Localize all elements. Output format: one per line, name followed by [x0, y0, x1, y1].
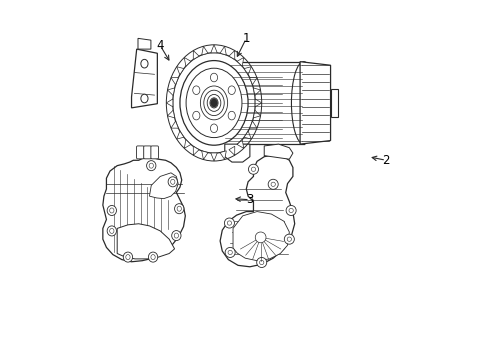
- Ellipse shape: [141, 94, 148, 103]
- Ellipse shape: [146, 161, 156, 171]
- Polygon shape: [255, 99, 261, 107]
- Ellipse shape: [107, 226, 116, 236]
- Ellipse shape: [148, 252, 158, 262]
- Polygon shape: [202, 46, 207, 55]
- Ellipse shape: [141, 59, 148, 68]
- Polygon shape: [300, 62, 330, 144]
- Polygon shape: [166, 99, 173, 107]
- Ellipse shape: [248, 164, 258, 174]
- Ellipse shape: [210, 124, 217, 132]
- Polygon shape: [220, 155, 294, 267]
- Polygon shape: [244, 131, 251, 139]
- Polygon shape: [244, 67, 251, 75]
- Polygon shape: [233, 212, 289, 261]
- Ellipse shape: [123, 252, 132, 262]
- Polygon shape: [237, 140, 243, 148]
- Ellipse shape: [224, 247, 235, 257]
- Polygon shape: [220, 46, 226, 55]
- Polygon shape: [138, 39, 151, 49]
- Polygon shape: [202, 151, 207, 159]
- Text: 4: 4: [156, 39, 163, 52]
- Polygon shape: [237, 58, 243, 66]
- Ellipse shape: [284, 234, 294, 244]
- Polygon shape: [102, 158, 185, 262]
- Ellipse shape: [291, 62, 315, 144]
- Polygon shape: [184, 58, 190, 66]
- Text: 2: 2: [382, 154, 389, 167]
- Ellipse shape: [256, 257, 266, 267]
- Polygon shape: [167, 88, 174, 96]
- Ellipse shape: [168, 177, 177, 187]
- Polygon shape: [228, 146, 234, 155]
- Ellipse shape: [192, 86, 200, 95]
- Polygon shape: [176, 131, 183, 139]
- Polygon shape: [176, 67, 183, 75]
- Ellipse shape: [228, 111, 235, 120]
- Polygon shape: [193, 146, 199, 155]
- Ellipse shape: [186, 68, 242, 138]
- Ellipse shape: [107, 206, 116, 216]
- Polygon shape: [224, 144, 249, 162]
- FancyBboxPatch shape: [136, 146, 144, 159]
- Ellipse shape: [172, 53, 255, 153]
- Ellipse shape: [267, 179, 278, 189]
- Polygon shape: [210, 153, 217, 161]
- Polygon shape: [330, 89, 337, 117]
- Text: 1: 1: [242, 32, 249, 45]
- Ellipse shape: [192, 111, 200, 120]
- Polygon shape: [167, 110, 174, 118]
- Polygon shape: [253, 88, 260, 96]
- Polygon shape: [210, 45, 217, 53]
- Polygon shape: [171, 121, 178, 128]
- Polygon shape: [149, 173, 178, 199]
- Polygon shape: [228, 50, 234, 59]
- Polygon shape: [171, 78, 178, 85]
- FancyBboxPatch shape: [143, 146, 151, 159]
- Text: 3: 3: [245, 193, 253, 206]
- Ellipse shape: [255, 232, 265, 243]
- Polygon shape: [264, 144, 292, 159]
- Polygon shape: [220, 151, 226, 159]
- FancyBboxPatch shape: [151, 146, 158, 159]
- Polygon shape: [249, 78, 257, 85]
- Ellipse shape: [224, 218, 234, 228]
- Polygon shape: [193, 50, 199, 59]
- Polygon shape: [184, 140, 190, 148]
- Ellipse shape: [210, 73, 217, 82]
- Polygon shape: [249, 121, 257, 128]
- Ellipse shape: [285, 206, 296, 216]
- Polygon shape: [117, 224, 174, 259]
- Ellipse shape: [174, 204, 183, 214]
- Ellipse shape: [228, 86, 235, 95]
- Ellipse shape: [180, 60, 247, 145]
- Ellipse shape: [171, 230, 181, 240]
- Ellipse shape: [210, 99, 217, 107]
- Polygon shape: [131, 49, 157, 108]
- Polygon shape: [253, 110, 260, 118]
